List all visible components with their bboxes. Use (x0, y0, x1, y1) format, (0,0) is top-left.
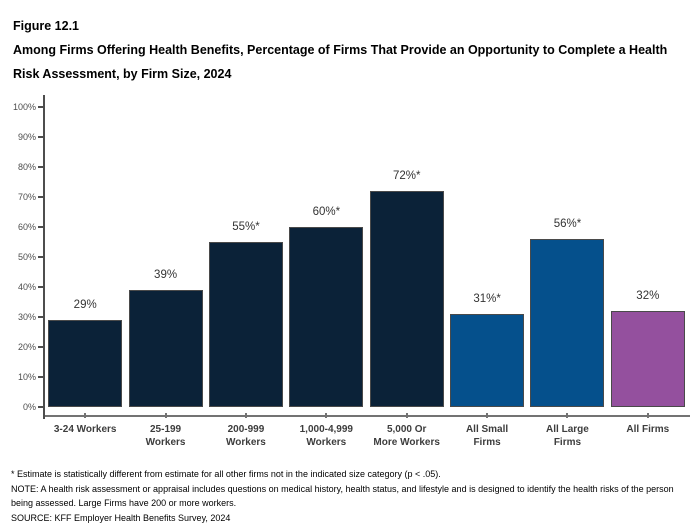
y-axis-tick (38, 106, 43, 108)
y-axis-tick (38, 196, 43, 198)
y-axis-tick-label: 50% (17, 252, 36, 262)
bar-value-label: 55%* (232, 221, 260, 233)
y-axis-tick-label: 90% (17, 132, 36, 142)
y-axis-tick-label: 20% (17, 342, 36, 352)
footnote-source: SOURCE: KFF Employer Health Benefits Sur… (11, 512, 231, 523)
bar (48, 320, 123, 407)
bar-value-label: 72%* (392, 170, 421, 182)
bar (208, 242, 283, 407)
y-axis-tick (38, 256, 43, 258)
y-axis-tick-label: 70% (17, 192, 36, 202)
footnote-significance: * Estimate is statistically different fr… (11, 469, 441, 479)
bar (450, 314, 525, 407)
bar (610, 311, 685, 407)
y-axis-tick-label: 40% (17, 282, 36, 292)
x-axis-label: All Small Firms (465, 424, 509, 448)
x-axis-label: All Firms (626, 424, 670, 435)
footnotes: * Estimate is statistically different fr… (11, 467, 695, 525)
bar (530, 239, 605, 407)
x-axis-label: 200-999 Workers (226, 424, 266, 448)
y-axis-tick-label: 30% (17, 312, 36, 322)
x-axis-label: 5,000 Or More Workers (373, 424, 440, 448)
y-axis-tick-label: 60% (17, 222, 36, 232)
x-axis-label: 3-24 Workers (53, 424, 117, 435)
y-axis-tick (38, 406, 43, 408)
y-axis-tick-label: 10% (17, 372, 36, 382)
bar-value-label: 32% (636, 290, 660, 302)
y-axis-tick (38, 226, 43, 228)
figure-title: Among Firms Offering Health Benefits, Pe… (13, 43, 668, 81)
y-axis-tick-label: 80% (17, 162, 36, 172)
bar-value-label: 60%* (312, 206, 341, 218)
y-axis-tick (38, 376, 43, 378)
y-axis-tick (38, 346, 43, 348)
y-axis-tick-label: 100% (12, 102, 36, 112)
x-axis-label: 25-199 Workers (145, 424, 186, 448)
bar-value-label: 31%* (473, 293, 501, 305)
bar-value-label: 39% (154, 269, 178, 281)
figure-number: Figure 12.1 (13, 19, 79, 33)
x-axis-label: 1,000-4,999 Workers (299, 424, 353, 448)
y-axis-tick (38, 316, 43, 318)
x-axis-line (45, 415, 690, 417)
bar (128, 290, 203, 407)
footnote-note: NOTE: A health risk assessment or apprai… (11, 483, 674, 509)
y-axis-tick (38, 166, 43, 168)
bar (289, 227, 364, 407)
bar (369, 191, 444, 407)
x-axis-label: All Large Firms (546, 424, 589, 448)
y-axis-tick (38, 136, 43, 138)
y-axis-tick-label: 0% (22, 402, 36, 412)
bar-value-label: 29% (73, 299, 97, 311)
bar-value-label: 56%* (553, 218, 582, 230)
y-axis-tick (38, 286, 43, 288)
y-axis-line (43, 95, 45, 419)
